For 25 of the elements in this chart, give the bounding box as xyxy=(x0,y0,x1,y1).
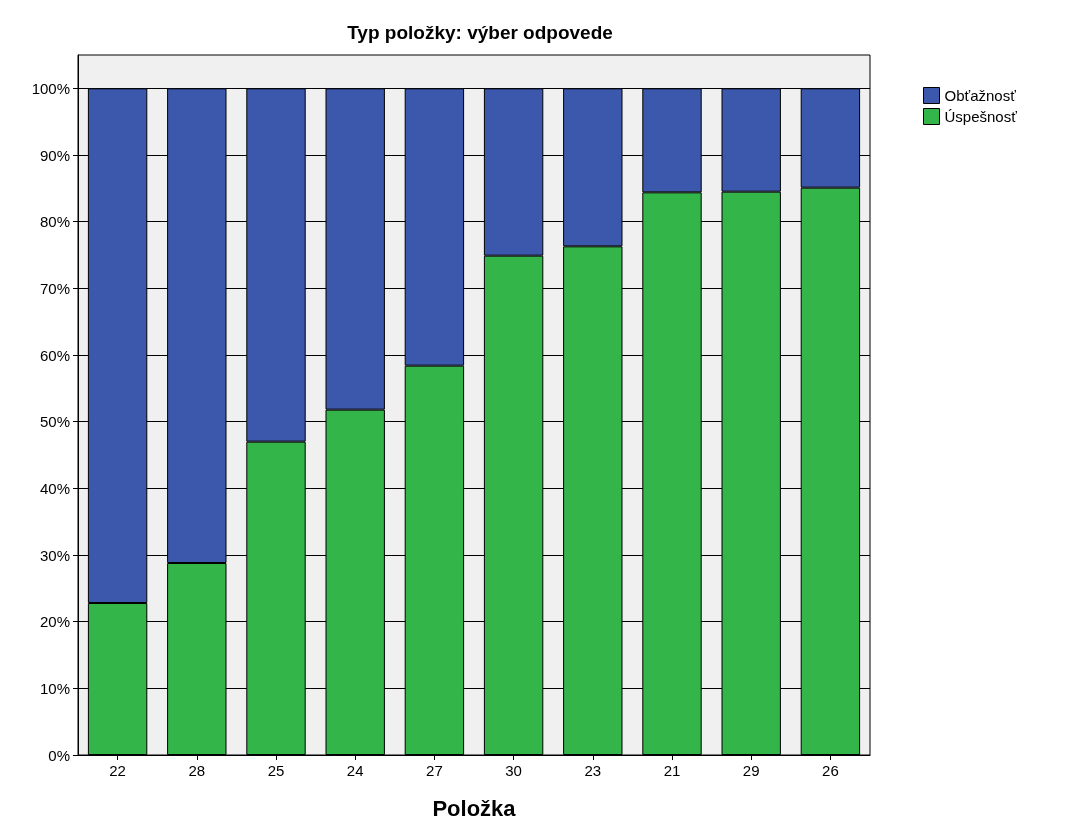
y-tick-label: 70% xyxy=(39,279,70,297)
chart-title: Typ položky: výber odpovede xyxy=(347,22,613,43)
y-tick-label: 20% xyxy=(39,613,70,631)
x-tick-label: 23 xyxy=(584,762,602,779)
y-tick-label: 100% xyxy=(31,79,70,97)
x-tick-label: 22 xyxy=(109,762,126,779)
y-tick-label: 40% xyxy=(39,479,70,497)
x-axis-title: Položka xyxy=(432,795,517,821)
y-tick-label: 30% xyxy=(39,546,70,564)
x-tick-label: 28 xyxy=(188,762,206,779)
x-tick-label: 24 xyxy=(346,762,364,779)
x-tick-label: 21 xyxy=(663,762,681,779)
y-tick-label: 0% xyxy=(48,746,70,764)
y-tick-label: 90% xyxy=(39,146,70,164)
y-tick-label: 50% xyxy=(39,413,70,431)
x-tick-label: 27 xyxy=(426,762,443,779)
x-tick-label: 26 xyxy=(822,762,839,779)
x-tick-label: 29 xyxy=(742,762,760,779)
legend-label: Obťažnosť xyxy=(944,87,1017,104)
y-tick-label: 80% xyxy=(39,213,70,231)
y-tick-label: 10% xyxy=(39,679,70,697)
legend-label: Úspešnosť xyxy=(944,108,1018,125)
y-tick-label: 60% xyxy=(39,346,70,364)
x-tick-label: 25 xyxy=(267,762,285,779)
x-tick-label: 30 xyxy=(505,762,522,779)
